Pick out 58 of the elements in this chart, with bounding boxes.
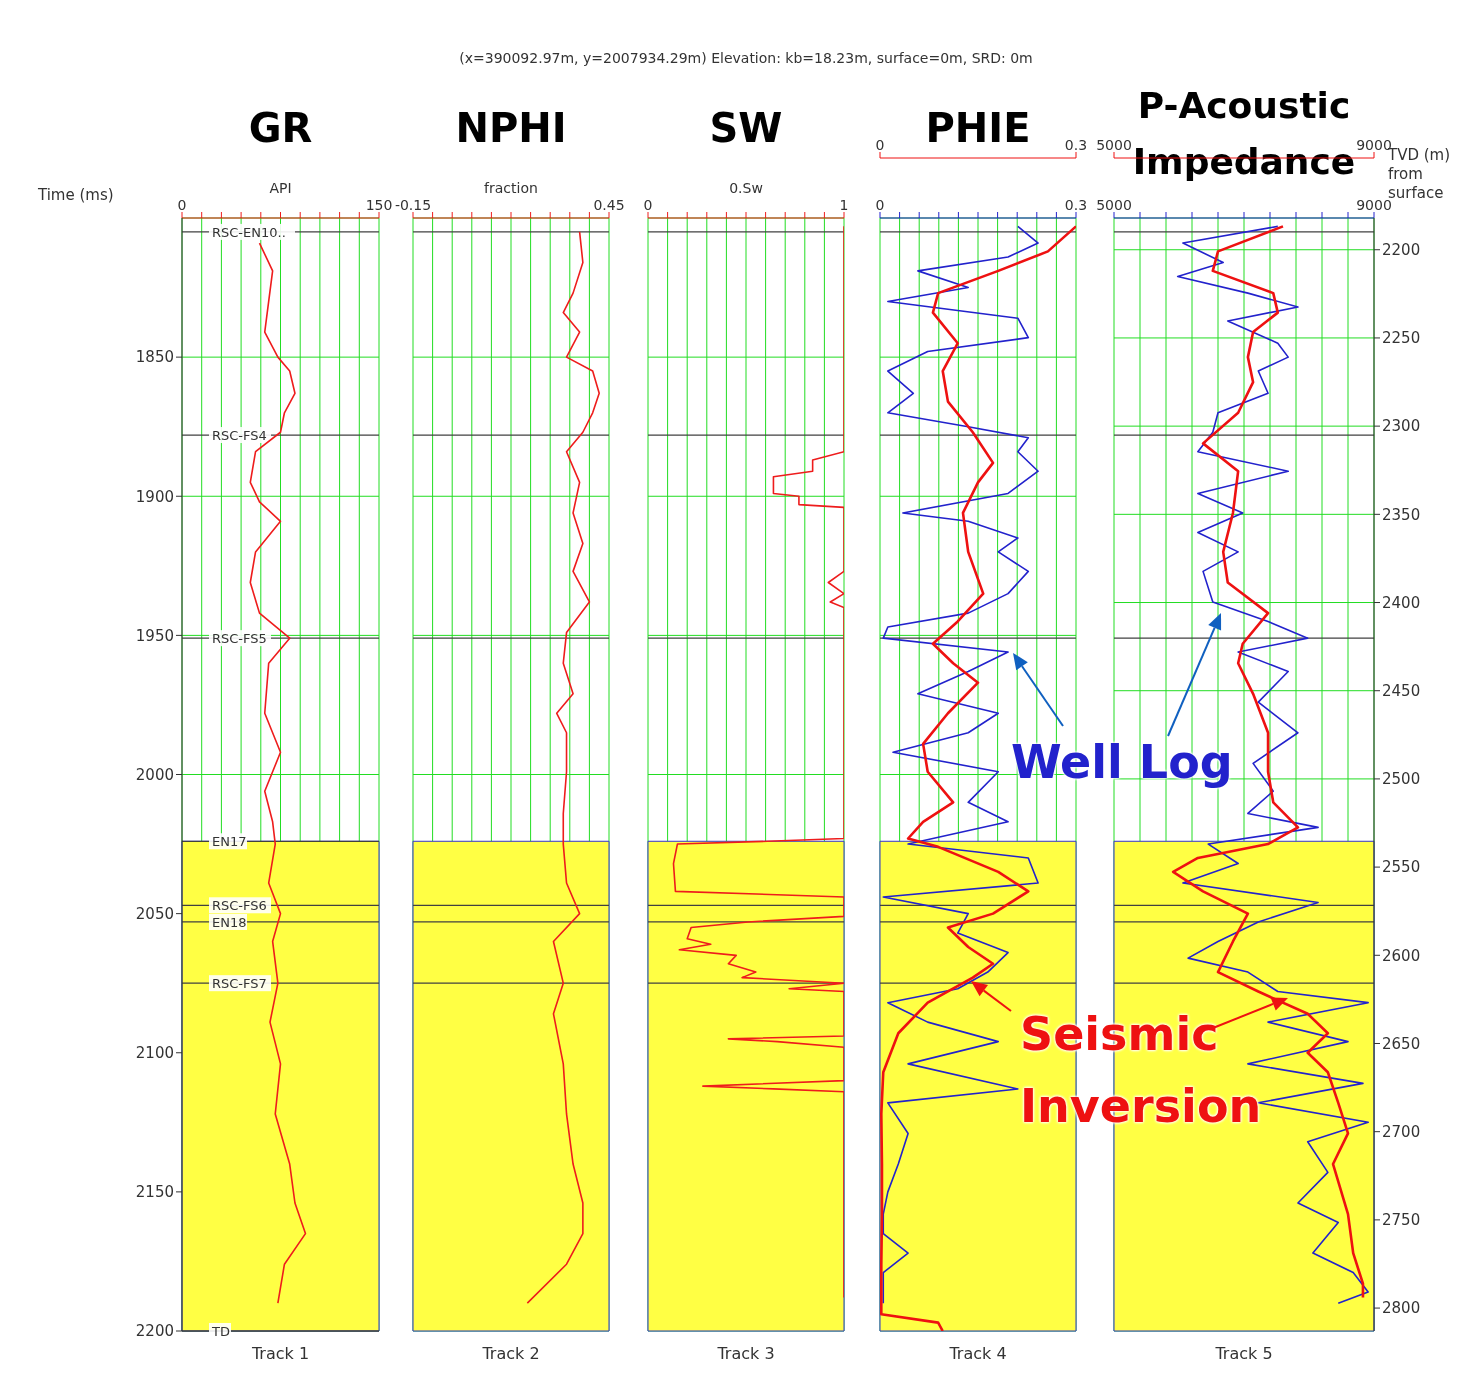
y-tick-label: 2150 <box>135 1183 174 1202</box>
x2-tick-label: 9000 <box>1356 137 1392 153</box>
x2-tick-label: 0 <box>875 137 885 153</box>
x-tick-label: 0 <box>643 197 653 213</box>
chart-title: NPHI <box>454 104 568 153</box>
text: Track 4 <box>948 1344 1008 1363</box>
x-tick-label: 0.3 <box>1064 197 1088 213</box>
x-axis-title: API <box>268 180 293 196</box>
y2-tick-label: 2450 <box>1382 682 1421 701</box>
x-axis-title: 0.Sw <box>728 180 764 196</box>
x2-tick-label: 5000 <box>1096 137 1132 153</box>
chart-title: GR <box>247 104 314 153</box>
y2-tick-label: 2650 <box>1382 1034 1421 1053</box>
x-tick-label: 0 <box>875 197 885 213</box>
y-tick-label: 1900 <box>135 487 174 506</box>
ref-line-label: RSC-FS7 <box>212 976 267 992</box>
x-tick-label: 0 <box>177 197 187 213</box>
y2-tick-label: 2350 <box>1382 505 1421 524</box>
x2-tick-label: 0.3 <box>1064 137 1088 153</box>
ref-line-label: RSC-EN10.. <box>212 224 286 240</box>
text: Track 3 <box>716 1344 776 1363</box>
text: Track 5 <box>1214 1344 1274 1363</box>
ref-line-label: EN17 <box>212 834 247 850</box>
chart-subtitle: (x=390092.97m, y=2007934.29m) Elevation: kb=18.23m, surface=0m, SRD: 0m <box>458 50 1034 66</box>
x-tick-label: 0.45 <box>593 197 625 213</box>
x-tick-label: 5000 <box>1096 197 1132 213</box>
y-tick-label: 1850 <box>135 348 174 367</box>
y-axis-title: Time (ms) <box>38 186 115 204</box>
x-tick-label: 150 <box>365 197 393 213</box>
y2-tick-label: 2600 <box>1382 946 1421 965</box>
y-tick-label: 2050 <box>135 904 174 923</box>
y-tick-label: 2100 <box>135 1044 174 1063</box>
y2-tick-label: 2550 <box>1382 858 1421 877</box>
ref-line-label: RSC-FS6 <box>212 898 267 914</box>
text: Track 2 <box>481 1344 541 1363</box>
y2-tick-label: 2250 <box>1382 329 1421 348</box>
y2-tick-label: 2800 <box>1382 1299 1421 1318</box>
y2-tick-label: 2500 <box>1382 770 1421 789</box>
ref-line-label: EN18 <box>212 914 247 930</box>
chart-title: SW <box>708 104 784 153</box>
x-tick-label: 9000 <box>1356 197 1392 213</box>
text: Track 1 <box>250 1344 311 1363</box>
ref-line-label: RSC-FS4 <box>212 428 267 444</box>
ref-line-label: RSC-FS5 <box>212 631 267 647</box>
y2-tick-label: 2300 <box>1382 417 1421 436</box>
y-tick-label: 1950 <box>135 626 174 645</box>
chart-title: P-Acoustic Impedance <box>1132 85 1356 182</box>
x-tick-label: -0.15 <box>394 197 432 213</box>
y2-tick-label: 2200 <box>1382 241 1421 260</box>
chart-title: PHIE <box>925 105 1031 151</box>
y-tick-label: 2200 <box>135 1322 174 1341</box>
y2-tick-label: 2400 <box>1382 593 1421 612</box>
x-tick-label: 1 <box>839 197 849 213</box>
ref-line-label: TD <box>211 1324 230 1339</box>
y2-tick-label: 2750 <box>1382 1211 1421 1230</box>
y-tick-label: 2000 <box>135 765 174 784</box>
y2-tick-label: 2700 <box>1382 1123 1421 1142</box>
x-axis-title: fraction <box>483 180 539 196</box>
